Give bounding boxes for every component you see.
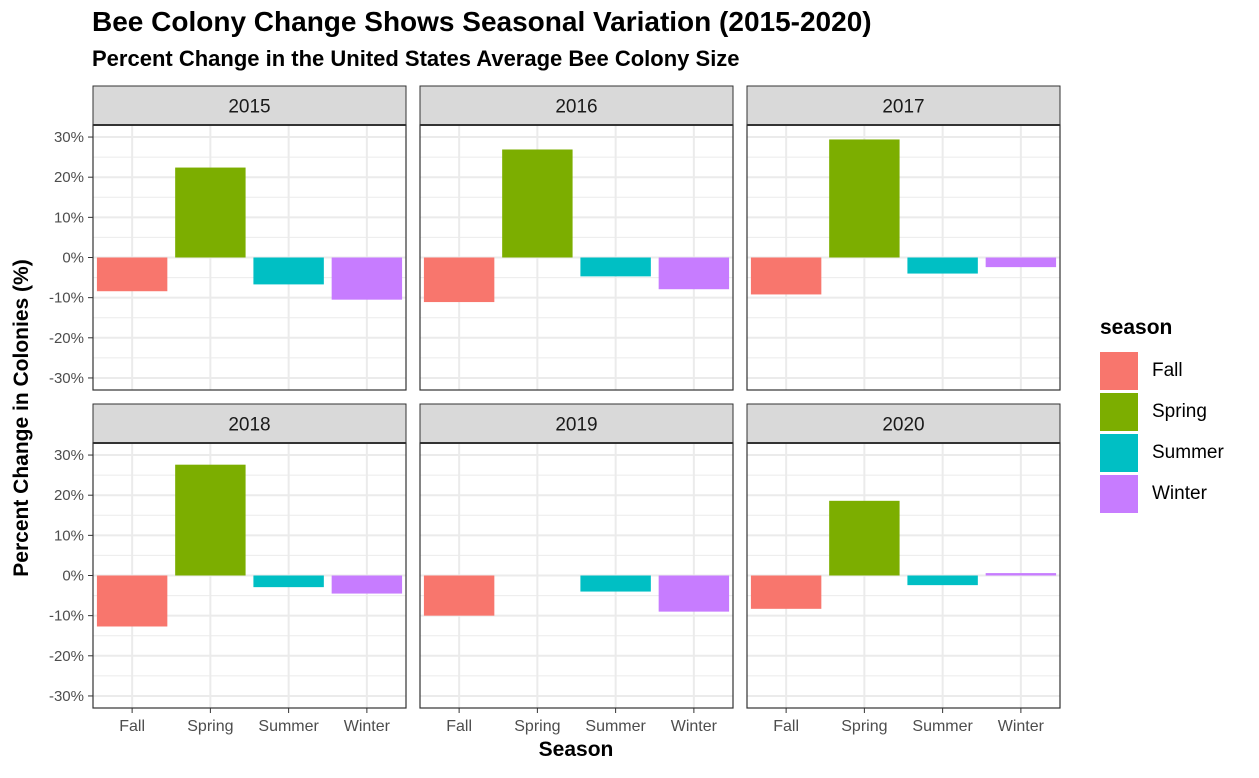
legend-item-spring: Spring (1100, 391, 1224, 432)
facet-strip (92, 403, 407, 444)
y-tick-label: -20% (49, 648, 84, 665)
bar-2020-winter (985, 573, 1057, 576)
bar-2020-fall (750, 575, 822, 609)
bar-2017-summer (907, 257, 978, 274)
bar-2018-spring (175, 464, 246, 576)
y-tick-label: 30% (54, 129, 84, 146)
legend: season Fall Spring Summer Winter (1100, 316, 1224, 514)
y-tick-label: -10% (49, 608, 84, 625)
y-tick-label: 10% (54, 209, 84, 226)
bar-2017-spring (829, 139, 900, 258)
bar-2019-winter (658, 575, 730, 612)
facet-strip (419, 85, 734, 126)
y-tick-label: -10% (49, 290, 84, 307)
bar-2016-fall (423, 257, 495, 303)
bar-2016-spring (502, 149, 573, 258)
bar-2019-fall (423, 575, 495, 616)
y-tick-label: -20% (49, 330, 84, 347)
legend-items: Fall Spring Summer Winter (1100, 350, 1224, 514)
bar-2015-summer (253, 257, 324, 285)
legend-label: Summer (1152, 441, 1224, 463)
bar-2020-summer (907, 575, 978, 586)
x-tick-label: Winter (344, 718, 391, 735)
x-tick-label: Spring (841, 718, 887, 735)
bar-2018-winter (331, 575, 403, 594)
y-tick-label: 0% (62, 250, 84, 267)
chart-title: Bee Colony Change Shows Seasonal Variati… (92, 6, 872, 37)
bar-2019-summer (580, 575, 651, 592)
bar-2017-fall (750, 257, 822, 295)
bar-2020-spring (829, 500, 900, 576)
facet-strip-label: 2020 (882, 415, 924, 436)
legend-item-fall: Fall (1100, 350, 1224, 391)
y-tick-label: 30% (54, 447, 84, 464)
facet-strip (746, 85, 1061, 126)
facet-strip (92, 85, 407, 126)
legend-label: Fall (1152, 359, 1183, 381)
x-tick-label: Winter (998, 718, 1045, 735)
y-tick-label: 20% (54, 487, 84, 504)
x-axis-label: Season (538, 738, 614, 761)
bar-2015-spring (175, 167, 246, 258)
x-tick-label: Summer (585, 718, 646, 735)
bar-2015-winter (331, 257, 403, 300)
x-tick-label: Spring (514, 718, 560, 735)
x-tick-label: Fall (119, 718, 145, 735)
bar-2017-winter (985, 257, 1057, 268)
y-tick-label: 10% (54, 527, 84, 544)
bar-2016-winter (658, 257, 730, 290)
x-tick-label: Summer (258, 718, 319, 735)
legend-swatch (1100, 474, 1138, 513)
facet-strip-label: 2019 (555, 415, 597, 436)
x-tick-label: Spring (187, 718, 233, 735)
y-tick-label: -30% (49, 370, 84, 387)
legend-label: Spring (1152, 400, 1207, 422)
facet-strip-label: 2015 (228, 97, 270, 118)
legend-swatch (1100, 433, 1138, 472)
legend-title: season (1100, 316, 1173, 339)
y-tick-label: 20% (54, 169, 84, 186)
bar-2018-summer (253, 575, 324, 588)
x-tick-label: Winter (671, 718, 718, 735)
bar-2016-summer (580, 257, 651, 277)
bar-2015-fall (96, 257, 168, 292)
legend-item-summer: Summer (1100, 432, 1224, 473)
x-tick-label: Fall (446, 718, 472, 735)
facet-strip (419, 403, 734, 444)
x-tick-label: Fall (773, 718, 799, 735)
legend-swatch (1100, 351, 1138, 390)
y-tick-label: -30% (49, 688, 84, 705)
facet-strip-label: 2017 (882, 97, 924, 118)
facet-strip-label: 2018 (228, 415, 270, 436)
facet-strip-label: 2016 (555, 97, 597, 118)
legend-swatch (1100, 392, 1138, 431)
x-tick-label: Summer (912, 718, 973, 735)
facet-strip (746, 403, 1061, 444)
bar-2018-fall (96, 575, 168, 627)
chart-subtitle: Percent Change in the United States Aver… (92, 46, 740, 71)
y-tick-label: 0% (62, 568, 84, 585)
legend-label: Winter (1152, 482, 1207, 504)
legend-item-winter: Winter (1100, 473, 1224, 514)
